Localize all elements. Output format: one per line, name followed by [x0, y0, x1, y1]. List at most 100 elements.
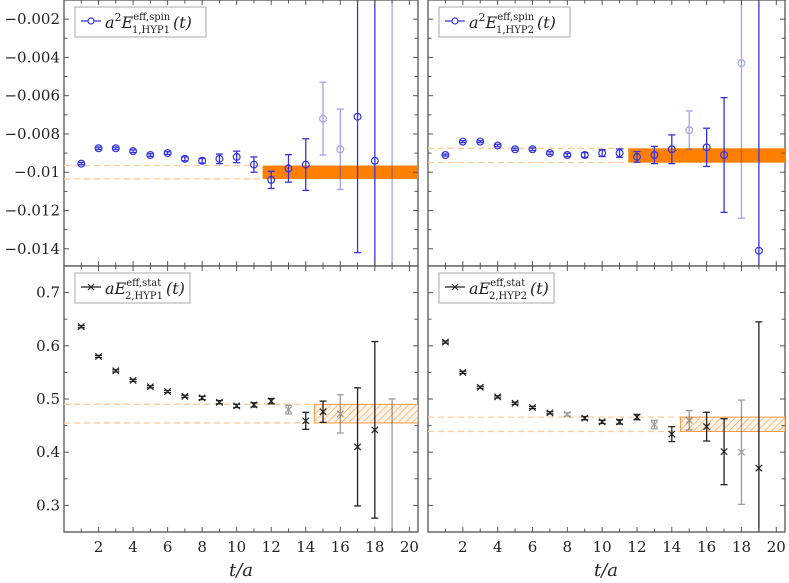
cross-marker-icon	[87, 283, 95, 291]
circle-marker-icon	[198, 156, 207, 165]
data-point	[77, 323, 85, 331]
cross-marker-icon	[250, 401, 258, 409]
panel-top-left: −0.002 −0.004 −0.006 −0.008 −0.01 −0.012 −0.01…	[4, 0, 419, 267]
data-point	[702, 127, 711, 168]
data-point	[581, 414, 589, 422]
data-point	[441, 338, 450, 346]
x-tick-label: 20	[767, 538, 786, 556]
x-tick-label: 10	[593, 538, 612, 556]
x-axis-label-right: t/a	[594, 560, 618, 581]
y-tick-label: 0.5	[36, 390, 60, 408]
circle-marker-icon	[545, 149, 554, 158]
data-point	[650, 145, 659, 165]
x-tick-label: 18	[732, 538, 751, 556]
cross-marker-icon	[353, 443, 362, 451]
data-point	[371, 340, 379, 519]
panel-top-right: a2Eeff,spin 1,HYP2 (t)	[427, 0, 786, 267]
data-point	[754, 0, 763, 266]
cross-marker-icon	[685, 416, 693, 424]
circle-marker-icon	[163, 149, 172, 158]
data-point	[77, 159, 86, 168]
cross-marker-icon	[163, 387, 172, 396]
data-point	[720, 418, 728, 486]
circle-marker-icon	[615, 149, 624, 158]
cross-marker-icon	[215, 398, 224, 406]
legend: aEeff,stat 2,HYP1 (t)	[74, 272, 191, 304]
data-point	[667, 134, 676, 165]
data-point	[598, 148, 607, 158]
data-point	[215, 153, 224, 165]
circle-marker-icon	[249, 160, 258, 169]
data-point	[181, 392, 189, 400]
plot-frame	[427, 265, 786, 533]
cross-marker-icon	[94, 352, 103, 361]
cross-marker-icon	[476, 383, 484, 391]
panel-bottom-left: 2 4 6 8 10 12 14 16 18 20 0.7 0.6 0.5 0.4 0.3 aEeff,sta…	[36, 265, 419, 556]
circle-marker-icon	[353, 112, 362, 121]
legend-label: aEeff,stat 2,HYP1 (t)	[105, 278, 185, 302]
data-point	[267, 397, 275, 405]
data-point	[215, 398, 224, 406]
cross-marker-icon	[668, 430, 676, 438]
circle-marker-icon	[685, 126, 694, 135]
data-point	[545, 149, 554, 158]
data-point	[563, 151, 572, 160]
circle-marker-icon	[493, 141, 502, 150]
cross-marker-icon	[302, 417, 310, 425]
data-point	[388, 398, 396, 532]
x-tick-label: 4	[493, 538, 503, 556]
data-point	[302, 411, 310, 430]
x-tick-label: 6	[528, 538, 538, 556]
cross-marker-icon	[336, 410, 344, 418]
circle-marker-icon	[737, 59, 746, 68]
legend: a2Eeff,spin 1,HYP2 (t)	[438, 6, 571, 38]
circle-marker-icon	[451, 17, 459, 25]
data-point	[163, 149, 172, 158]
cross-marker-icon	[371, 426, 379, 434]
y-tick-label: 0.6	[36, 337, 60, 355]
y-tick-label: 0.4	[36, 443, 60, 461]
y-tick-label: −0.006	[4, 87, 60, 105]
plot-frame	[63, 265, 419, 533]
data-point	[233, 402, 241, 410]
data-point	[598, 418, 606, 426]
data-point	[615, 418, 624, 426]
data-point	[494, 393, 502, 401]
data-point	[146, 151, 155, 160]
data-point	[441, 151, 450, 160]
data-point	[511, 145, 520, 154]
data-point	[180, 154, 189, 163]
x-tick-label: 12	[262, 538, 281, 556]
circle-marker-icon	[129, 147, 138, 156]
x-tick-label: 8	[197, 538, 207, 556]
circle-marker-icon	[458, 137, 467, 146]
data-point	[737, 0, 746, 219]
data-point	[336, 108, 345, 191]
cross-marker-icon	[198, 394, 206, 402]
cross-marker-icon	[563, 410, 571, 419]
circle-marker-icon	[111, 144, 120, 153]
data-point	[336, 394, 344, 434]
circle-marker-icon	[267, 175, 276, 184]
cross-marker-icon	[737, 448, 746, 456]
data-point	[668, 426, 676, 443]
data-point	[511, 399, 519, 407]
cross-marker-icon	[459, 368, 467, 377]
data-point	[111, 144, 120, 153]
data-point	[353, 0, 362, 254]
x-tick-label: 16	[697, 538, 716, 556]
y-tick-label: 0.7	[36, 284, 60, 302]
data-point	[249, 156, 258, 173]
cross-marker-icon	[650, 420, 659, 429]
data-point	[755, 321, 763, 532]
cross-marker-icon	[267, 397, 275, 405]
cross-marker-icon	[129, 376, 137, 385]
data-point	[476, 137, 485, 146]
y-tick-label: −0.012	[4, 202, 60, 220]
fit-band-hatched	[680, 416, 785, 432]
circle-marker-icon	[563, 151, 572, 160]
panel-bottom-right: 2 4 6 8 10 12 14 16 18 20 aEeff,stat 2,HYP2 (t)	[427, 265, 786, 556]
cross-marker-icon	[703, 423, 711, 431]
cross-marker-icon	[755, 464, 763, 472]
cross-marker-icon	[441, 338, 450, 346]
